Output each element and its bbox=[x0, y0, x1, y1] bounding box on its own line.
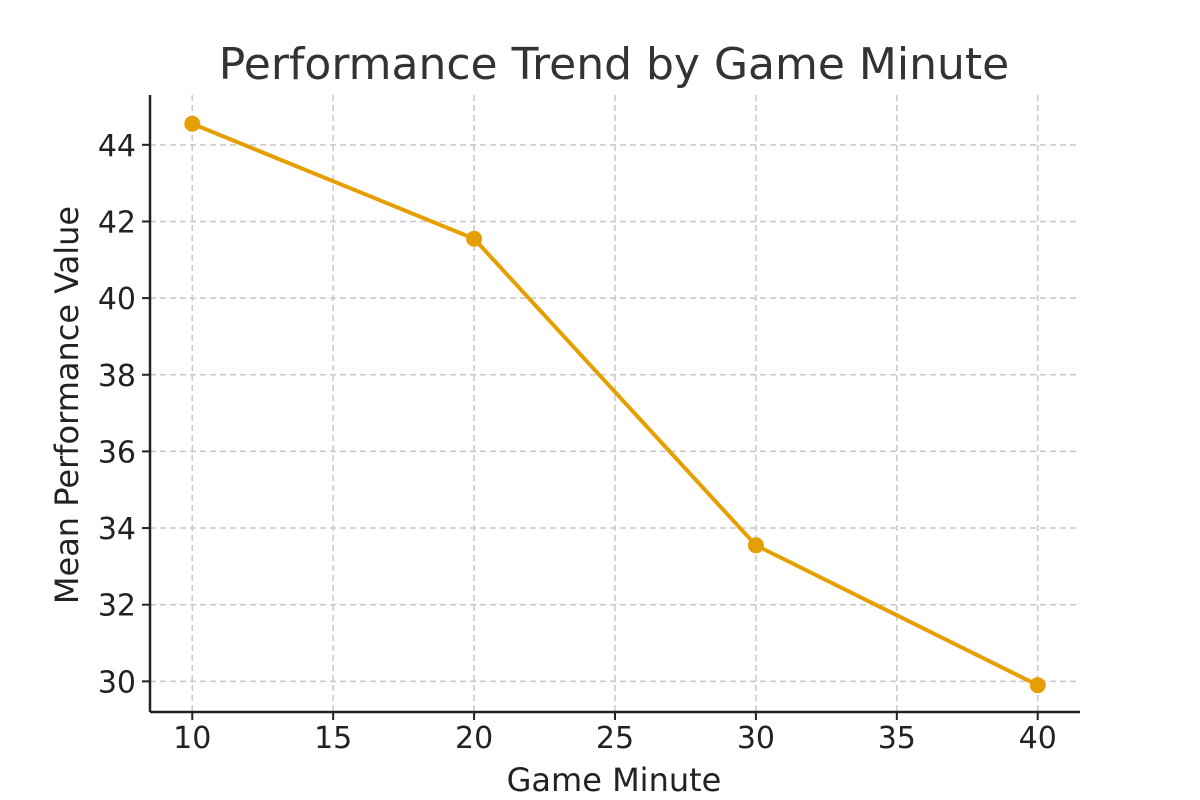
data-series bbox=[184, 115, 1046, 694]
data-point-0-0 bbox=[184, 115, 201, 132]
axes bbox=[142, 95, 1080, 720]
y-tick-label-4: 38 bbox=[98, 359, 136, 394]
chart-title: Performance Trend by Game Minute bbox=[219, 39, 1009, 90]
data-point-0-3 bbox=[1029, 677, 1046, 694]
series-line-0 bbox=[190, 121, 1040, 688]
data-point-0-1 bbox=[466, 230, 483, 247]
y-tick-label-0: 30 bbox=[98, 665, 136, 700]
x-tick-label-0: 10 bbox=[173, 721, 211, 756]
x-tick-label-2: 20 bbox=[455, 721, 493, 756]
y-axis-label: Mean Performance Value bbox=[48, 206, 86, 604]
data-point-0-2 bbox=[747, 537, 764, 554]
x-axis-label: Game Minute bbox=[507, 761, 722, 799]
x-tick-label-1: 15 bbox=[314, 721, 352, 756]
x-tick-label-4: 30 bbox=[737, 721, 775, 756]
x-tick-label-5: 35 bbox=[878, 721, 916, 756]
y-tick-label-3: 36 bbox=[98, 435, 136, 470]
y-tick-label-6: 42 bbox=[98, 205, 136, 240]
y-tick-label-1: 32 bbox=[98, 589, 136, 624]
grid bbox=[150, 95, 1080, 712]
x-tick-label-3: 25 bbox=[596, 721, 634, 756]
y-tick-label-2: 34 bbox=[98, 512, 136, 547]
x-tick-label-6: 40 bbox=[1019, 721, 1057, 756]
y-tick-label-5: 40 bbox=[98, 282, 136, 317]
y-tick-label-7: 44 bbox=[98, 129, 136, 164]
tick-labels: 10 15 20 25 30 35 40 30 32 34 36 38 40 42 44 bbox=[98, 129, 1057, 756]
